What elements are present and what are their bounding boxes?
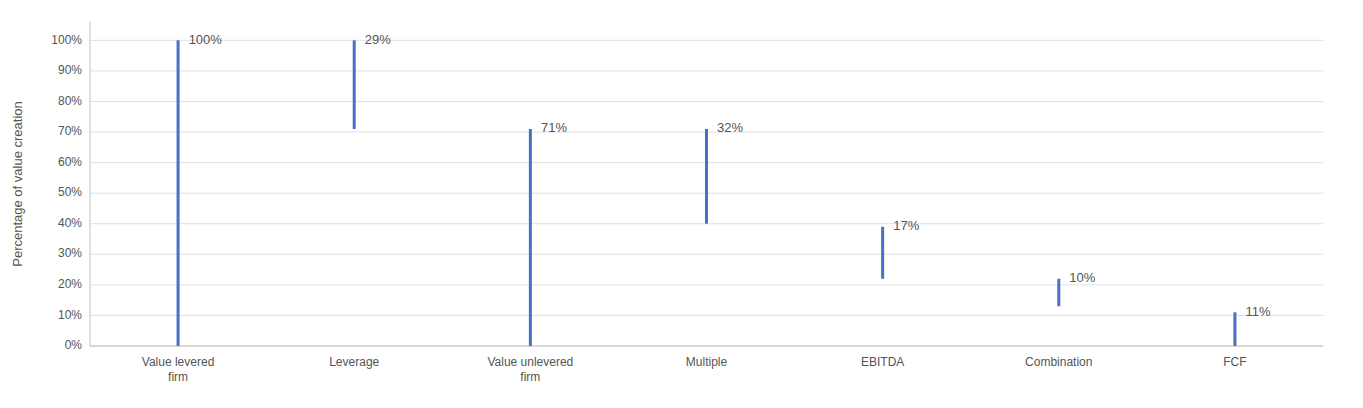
x-tick-label-line: firm [520,370,540,384]
x-tick-label: Value leveredfirm [142,355,215,384]
x-tick-label: Value unleveredfirm [487,355,573,384]
x-tick-label: Multiple [686,355,728,369]
annotation: 71% [541,120,567,135]
range-line [529,129,532,346]
x-tick-label-line: Combination [1025,355,1092,369]
grid-line [90,70,1323,71]
y-tick-label: 70% [58,124,82,138]
y-axis-label: Percentage of value creation [10,101,25,267]
grid-line [90,284,1323,285]
x-tick-label: FCF [1223,355,1246,369]
marks [178,40,1235,346]
y-tick-label: 30% [58,246,82,260]
range-line [177,40,180,346]
y-tick-label: 100% [51,33,82,47]
range-line [353,40,356,129]
chart: 0% 10% 20% 30% 40% 50% 60% 70% 80% 90% 100% Percent… [0,0,1363,408]
grid-line [90,101,1323,102]
grid-line [90,346,1323,347]
annotation: 11% [1245,304,1270,319]
grid-line [90,254,1323,255]
x-tick-label-line: Multiple [686,355,728,369]
grid-line [90,40,1323,41]
x-tick-label-line: EBITDA [861,355,904,369]
y-tick-label: 50% [58,185,82,199]
range-line [705,129,708,224]
annotation: 32% [717,120,743,135]
range-line [1057,279,1060,307]
x-tick-label-line: FCF [1223,355,1246,369]
y-tick-label: 0% [65,338,83,352]
annotation: 17% [893,218,919,233]
range-line [1233,312,1236,346]
y-tick-label: 60% [58,155,82,169]
x-axis-line [90,346,1323,347]
x-tick-label-line: Value levered [142,355,215,369]
x-tick-label: EBITDA [861,355,904,369]
y-tick-label: 40% [58,216,82,230]
x-tick-label-line: Leverage [329,355,379,369]
y-tick-label: 80% [58,94,82,108]
y-tick-label: 10% [58,308,82,322]
annotation: 10% [1069,270,1095,285]
x-tick-label-line: Value unlevered [487,355,573,369]
y-axis-line [90,22,91,346]
range-line [881,227,884,279]
annotation: 100% [189,32,223,47]
x-tick-label-line: firm [168,370,188,384]
grid-line [90,315,1323,316]
x-tick-label: Leverage [329,355,379,369]
y-tick-label: 90% [58,63,82,77]
y-tick-label: 20% [58,277,82,291]
x-tick-label: Combination [1025,355,1092,369]
grid [90,40,1323,346]
annotation: 29% [365,32,391,47]
